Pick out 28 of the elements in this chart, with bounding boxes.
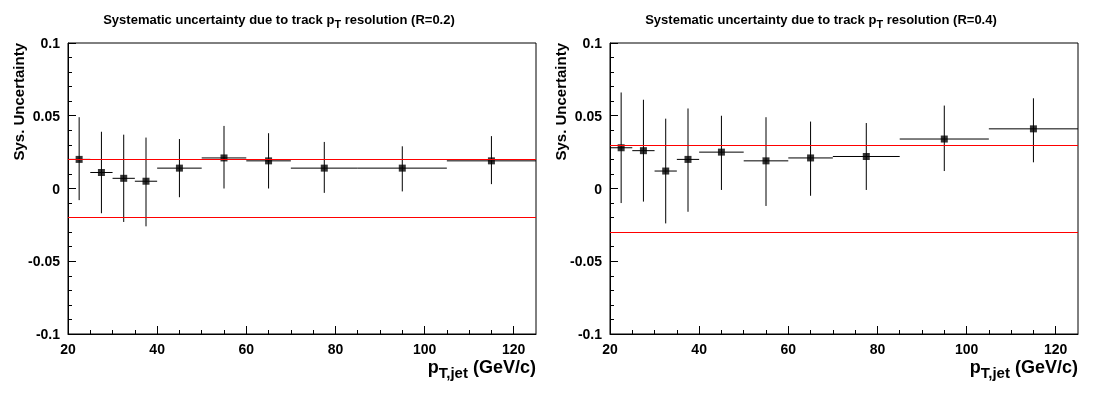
y-tick-label: 0.1 [582,35,603,51]
x-tick-label: 40 [149,341,166,357]
x-tick-label: 100 [954,341,979,357]
x-tick-label: 20 [602,341,618,357]
y-tick-label: -0.1 [35,326,61,342]
y-tick-label: 0.05 [32,107,61,124]
x-tick-label: 120 [502,341,526,357]
y-tick-label: 0.1 [40,35,61,51]
chart-title: Systematic uncertainty due to track p$_{T}$ resolution (R=0.4) [644,12,998,30]
y-tick-label: 0.05 [574,107,603,124]
x-tick-label: 80 [869,341,886,357]
x-tick-label: 60 [238,341,255,357]
y-axis-title: Sys. Uncertainty [552,42,569,161]
y-tick-label: 0 [52,180,61,197]
x-tick-label: 60 [780,341,797,357]
x-axis-title: p$_{T,jet}$ (GeV/c) [427,357,536,381]
y-tick-label: 0 [594,180,603,197]
x-tick-label: 40 [691,341,708,357]
y-tick-label: -0.1 [577,326,603,342]
chart-title: Systematic uncertainty due to track p$_{T}$ resolution (R=0.2) [102,12,456,30]
y-axis-title: Sys. Uncertainty [10,42,27,161]
x-axis-title: p$_{T,jet}$ (GeV/c) [969,357,1078,381]
x-tick-label: 120 [1044,341,1068,357]
y-tick-label: -0.05 [570,253,603,270]
x-tick-label: 20 [60,341,76,357]
x-tick-label: 80 [327,341,344,357]
y-tick-label: -0.05 [28,253,61,270]
x-tick-label: 100 [412,341,437,357]
